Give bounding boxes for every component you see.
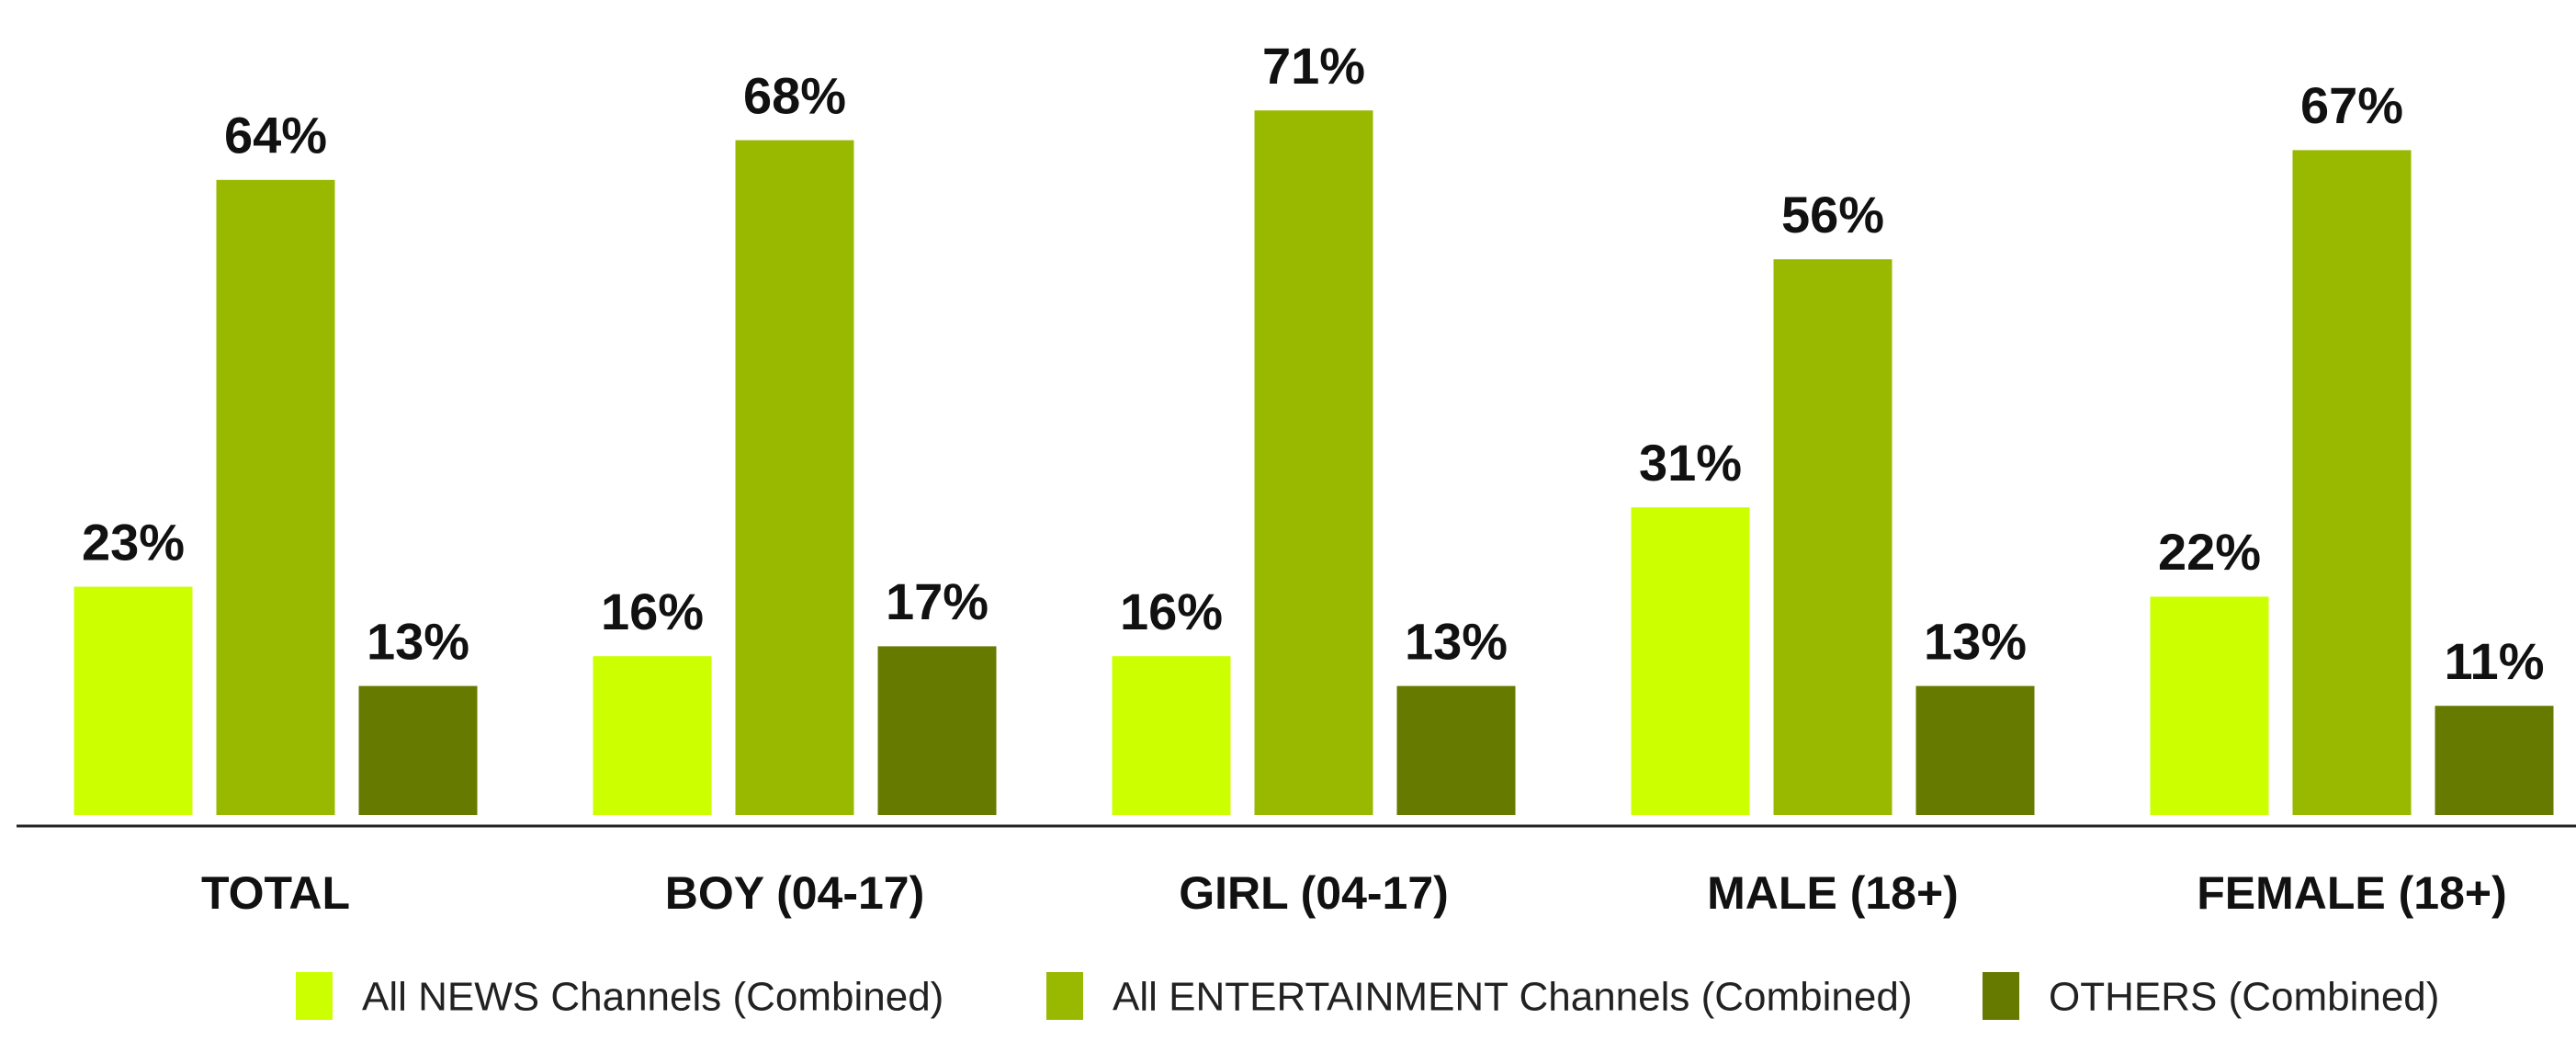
x-tick-label: BOY (04-17) (665, 867, 925, 919)
x-tick-label: GIRL (04-17) (1179, 867, 1449, 919)
x-tick-label: FEMALE (18+) (2197, 867, 2507, 919)
data-label: 17% (886, 572, 989, 630)
legend-swatch (1983, 972, 2019, 1020)
bar (735, 140, 854, 816)
bar (1254, 110, 1373, 815)
data-label: 68% (743, 66, 846, 124)
x-tick-label: MALE (18+) (1707, 867, 1959, 919)
bar (358, 685, 478, 815)
bar (1112, 656, 1231, 815)
data-label: 11% (2445, 632, 2545, 690)
bar (1915, 685, 2035, 815)
legend-label: OTHERS (Combined) (2049, 975, 2439, 1020)
data-label: 31% (1639, 434, 1742, 492)
legend-label: All ENTERTAINMENT Channels (Combined) (1113, 975, 1912, 1020)
data-label: 13% (367, 612, 469, 670)
data-label: 16% (1120, 583, 1223, 640)
legend-label: All NEWS Channels (Combined) (362, 975, 943, 1020)
data-label: 22% (2158, 523, 2261, 581)
bar (216, 179, 335, 816)
x-tick-label: TOTAL (201, 867, 350, 919)
bar (1773, 259, 1892, 815)
data-label: 13% (1405, 612, 1508, 670)
legend-swatch (296, 972, 333, 1020)
data-label: 23% (82, 513, 185, 571)
bar (2150, 596, 2269, 815)
data-label: 13% (1924, 612, 2027, 670)
bar (73, 586, 193, 815)
data-label: 67% (2300, 76, 2403, 134)
legend-swatch (1046, 972, 1083, 1020)
data-label: 16% (601, 583, 704, 640)
bar (1631, 507, 1750, 815)
data-label: 56% (1781, 186, 1884, 243)
bar (1396, 685, 1516, 815)
bar (2292, 150, 2412, 815)
bar (593, 656, 712, 815)
bar (2435, 706, 2554, 815)
data-label: 64% (224, 107, 327, 164)
bar (877, 646, 997, 815)
data-label: 71% (1262, 37, 1365, 95)
